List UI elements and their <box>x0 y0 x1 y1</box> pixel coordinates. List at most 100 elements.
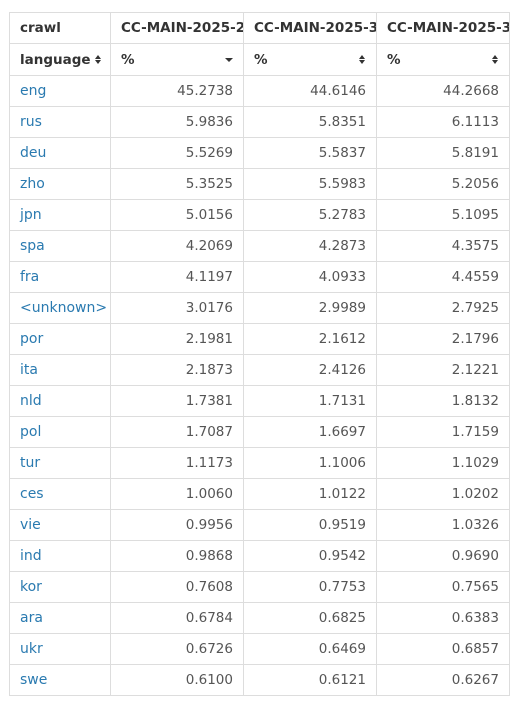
percent-cell: 5.5269 <box>110 137 244 169</box>
language-link[interactable]: rus <box>9 106 111 138</box>
percent-cell: 0.6784 <box>110 602 244 634</box>
percent-cell: 3.0176 <box>110 292 244 324</box>
table-row: ces 1.0060 1.0122 1.0202 <box>9 478 510 510</box>
table-row: nld 1.7381 1.7131 1.8132 <box>9 385 510 417</box>
percent-cell: 2.1796 <box>376 323 510 355</box>
percent-cell: 1.7087 <box>110 416 244 448</box>
percent-cell: 0.9519 <box>243 509 377 541</box>
table-row: tur 1.1173 1.1006 1.1029 <box>9 447 510 479</box>
header-language-sort[interactable]: language <box>9 43 111 76</box>
sort-both-icon[interactable] <box>358 54 366 66</box>
percent-cell: 2.1873 <box>110 354 244 386</box>
table-header: crawl CC-MAIN-2025-26 CC-MAIN-2025-30 CC… <box>9 12 510 76</box>
percent-cell: 5.5837 <box>243 137 377 169</box>
table-row: eng 45.2738 44.6146 44.2668 <box>9 75 510 107</box>
table-row: ind 0.9868 0.9542 0.9690 <box>9 540 510 572</box>
header-pct-label: % <box>254 51 268 68</box>
percent-cell: 5.3525 <box>110 168 244 200</box>
header-pct-30[interactable]: % <box>243 43 377 76</box>
percent-cell: 1.6697 <box>243 416 377 448</box>
percent-cell: 2.1221 <box>376 354 510 386</box>
language-link[interactable]: ara <box>9 602 111 634</box>
percent-cell: 0.6857 <box>376 633 510 665</box>
chevron-down-icon[interactable] <box>225 57 233 62</box>
percent-cell: 4.2069 <box>110 230 244 262</box>
percent-cell: 0.6121 <box>243 664 377 696</box>
percent-cell: 1.0326 <box>376 509 510 541</box>
table-row: pol 1.7087 1.6697 1.7159 <box>9 416 510 448</box>
percent-cell: 5.2056 <box>376 168 510 200</box>
sort-both-icon[interactable] <box>94 54 101 66</box>
percent-cell: 0.9868 <box>110 540 244 572</box>
table-row: por 2.1981 2.1612 2.1796 <box>9 323 510 355</box>
percent-cell: 45.2738 <box>110 75 244 107</box>
percent-cell: 4.1197 <box>110 261 244 293</box>
table-row: rus 5.9836 5.8351 6.1113 <box>9 106 510 138</box>
percent-cell: 5.8351 <box>243 106 377 138</box>
table-row: ara 0.6784 0.6825 0.6383 <box>9 602 510 634</box>
language-link[interactable]: por <box>9 323 111 355</box>
percent-cell: 0.6267 <box>376 664 510 696</box>
language-distribution-table: crawl CC-MAIN-2025-26 CC-MAIN-2025-30 CC… <box>9 12 510 696</box>
table-row: jpn 5.0156 5.2783 5.1095 <box>9 199 510 231</box>
percent-cell: 0.7565 <box>376 571 510 603</box>
percent-cell: 2.9989 <box>243 292 377 324</box>
header-crawl-30: CC-MAIN-2025-30 <box>243 12 377 44</box>
language-link[interactable]: pol <box>9 416 111 448</box>
header-crawl-33: CC-MAIN-2025-33 <box>376 12 510 44</box>
percent-cell: 1.0202 <box>376 478 510 510</box>
language-link[interactable]: <unknown> <box>9 292 111 324</box>
percent-cell: 0.9690 <box>376 540 510 572</box>
percent-cell: 5.8191 <box>376 137 510 169</box>
percent-cell: 0.6383 <box>376 602 510 634</box>
language-link[interactable]: ind <box>9 540 111 572</box>
percent-cell: 0.7753 <box>243 571 377 603</box>
table-row: deu 5.5269 5.5837 5.8191 <box>9 137 510 169</box>
language-link[interactable]: fra <box>9 261 111 293</box>
language-link[interactable]: kor <box>9 571 111 603</box>
percent-cell: 1.8132 <box>376 385 510 417</box>
header-row-crawl: crawl CC-MAIN-2025-26 CC-MAIN-2025-30 CC… <box>9 12 510 44</box>
sort-both-icon[interactable] <box>491 54 499 66</box>
language-distribution-table-container: crawl CC-MAIN-2025-26 CC-MAIN-2025-30 CC… <box>9 12 510 696</box>
language-link[interactable]: vie <box>9 509 111 541</box>
percent-cell: 44.6146 <box>243 75 377 107</box>
table-body: eng 45.2738 44.6146 44.2668 rus 5.9836 5.8351 6… <box>9 75 510 696</box>
percent-cell: 0.6100 <box>110 664 244 696</box>
language-link[interactable]: ita <box>9 354 111 386</box>
percent-cell: 2.7925 <box>376 292 510 324</box>
table-row: vie 0.9956 0.9519 1.0326 <box>9 509 510 541</box>
language-link[interactable]: ukr <box>9 633 111 665</box>
percent-cell: 4.4559 <box>376 261 510 293</box>
percent-cell: 44.2668 <box>376 75 510 107</box>
percent-cell: 2.4126 <box>243 354 377 386</box>
percent-cell: 1.7159 <box>376 416 510 448</box>
percent-cell: 0.7608 <box>110 571 244 603</box>
percent-cell: 1.0122 <box>243 478 377 510</box>
percent-cell: 1.1173 <box>110 447 244 479</box>
table-row: kor 0.7608 0.7753 0.7565 <box>9 571 510 603</box>
header-pct-label: % <box>121 51 135 68</box>
language-link[interactable]: swe <box>9 664 111 696</box>
percent-cell: 4.2873 <box>243 230 377 262</box>
percent-cell: 0.6726 <box>110 633 244 665</box>
header-pct-26[interactable]: % <box>110 43 244 76</box>
language-link[interactable]: eng <box>9 75 111 107</box>
percent-cell: 1.7381 <box>110 385 244 417</box>
language-link[interactable]: deu <box>9 137 111 169</box>
header-pct-33[interactable]: % <box>376 43 510 76</box>
language-link[interactable]: zho <box>9 168 111 200</box>
language-link[interactable]: nld <box>9 385 111 417</box>
table-row: zho 5.3525 5.5983 5.2056 <box>9 168 510 200</box>
percent-cell: 1.0060 <box>110 478 244 510</box>
percent-cell: 2.1981 <box>110 323 244 355</box>
language-link[interactable]: jpn <box>9 199 111 231</box>
percent-cell: 5.2783 <box>243 199 377 231</box>
table-row: <unknown> 3.0176 2.9989 2.7925 <box>9 292 510 324</box>
language-link[interactable]: spa <box>9 230 111 262</box>
percent-cell: 1.1029 <box>376 447 510 479</box>
language-link[interactable]: tur <box>9 447 111 479</box>
percent-cell: 0.6469 <box>243 633 377 665</box>
language-link[interactable]: ces <box>9 478 111 510</box>
percent-cell: 5.1095 <box>376 199 510 231</box>
